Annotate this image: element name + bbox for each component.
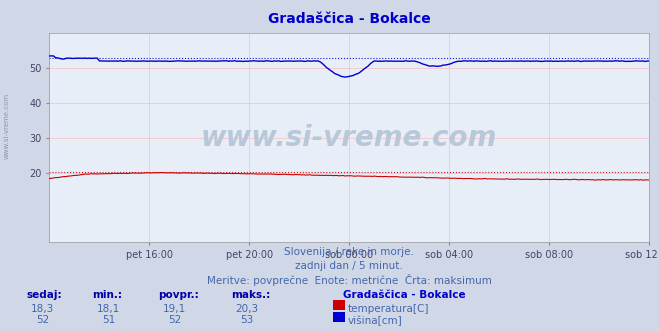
Text: www.si-vreme.com: www.si-vreme.com — [201, 124, 498, 152]
Text: temperatura[C]: temperatura[C] — [348, 304, 430, 314]
Text: sedaj:: sedaj: — [26, 290, 62, 300]
Text: Slovenija / reke in morje.: Slovenija / reke in morje. — [284, 247, 415, 257]
Text: 53: 53 — [241, 315, 254, 325]
Text: Gradaščica - Bokalce: Gradaščica - Bokalce — [268, 12, 430, 26]
Text: 19,1: 19,1 — [163, 304, 186, 314]
Text: 18,1: 18,1 — [97, 304, 121, 314]
Text: maks.:: maks.: — [231, 290, 270, 300]
Text: min.:: min.: — [92, 290, 123, 300]
Text: povpr.:: povpr.: — [158, 290, 199, 300]
Text: zadnji dan / 5 minut.: zadnji dan / 5 minut. — [295, 261, 403, 271]
Text: 52: 52 — [36, 315, 49, 325]
Text: Meritve: povprečne  Enote: metrične  Črta: maksimum: Meritve: povprečne Enote: metrične Črta:… — [207, 274, 492, 286]
Text: 18,3: 18,3 — [31, 304, 55, 314]
Text: 20,3: 20,3 — [235, 304, 259, 314]
Text: www.si-vreme.com: www.si-vreme.com — [3, 93, 10, 159]
Text: višina[cm]: višina[cm] — [348, 315, 403, 326]
Text: Gradaščica - Bokalce: Gradaščica - Bokalce — [343, 290, 465, 300]
Text: 52: 52 — [168, 315, 181, 325]
Text: 51: 51 — [102, 315, 115, 325]
